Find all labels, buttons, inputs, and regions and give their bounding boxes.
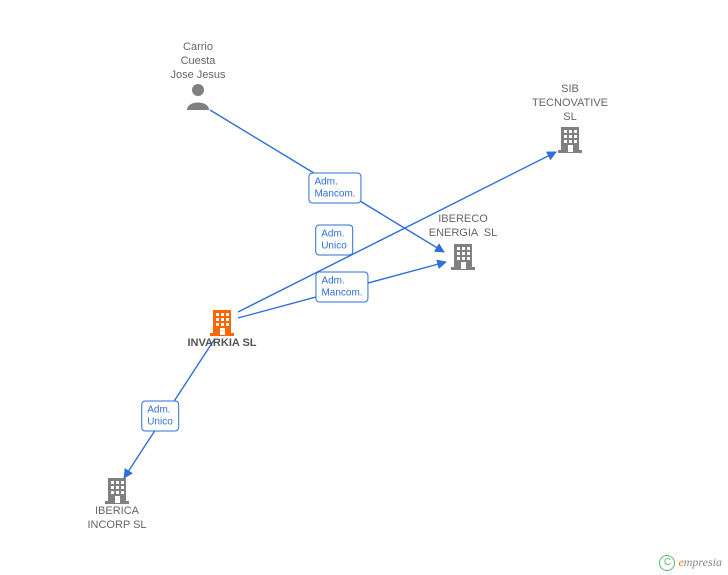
node-carrio[interactable]: Carrio Cuesta Jose Jesus bbox=[158, 41, 238, 110]
diagram-canvas: Carrio Cuesta Jose Jesus SIB TECNOVATIVE… bbox=[0, 0, 728, 575]
node-sib[interactable]: SIB TECNOVATIVE SL bbox=[530, 83, 610, 154]
edge-line bbox=[238, 152, 556, 312]
node-label: SIB TECNOVATIVE SL bbox=[530, 83, 610, 124]
building-icon bbox=[77, 475, 157, 505]
node-iberica[interactable]: IBERICA INCORP SL bbox=[77, 475, 157, 533]
node-label: Carrio Cuesta Jose Jesus bbox=[158, 41, 238, 82]
edge-label: Adm. Mancom. bbox=[308, 173, 361, 204]
building-icon bbox=[423, 241, 503, 271]
building-icon bbox=[530, 124, 610, 154]
node-label: INVARKIA SL bbox=[182, 337, 262, 351]
node-ibereco[interactable]: IBERECO ENERGIA SL bbox=[423, 213, 503, 271]
building-icon bbox=[182, 307, 262, 337]
copyright-mark-icon: C bbox=[659, 555, 675, 571]
edge-label: Adm. Unico bbox=[315, 225, 353, 256]
copyright: Cempresia bbox=[659, 555, 722, 571]
copyright-text: mpresia bbox=[684, 555, 722, 569]
node-invarkia[interactable]: INVARKIA SL bbox=[182, 307, 262, 351]
node-label: IBERECO ENERGIA SL bbox=[423, 213, 503, 241]
node-label: IBERICA INCORP SL bbox=[77, 505, 157, 533]
person-icon bbox=[158, 82, 238, 110]
edge-label: Adm. Unico bbox=[141, 401, 179, 432]
edge-label: Adm. Mancom. bbox=[315, 272, 368, 303]
